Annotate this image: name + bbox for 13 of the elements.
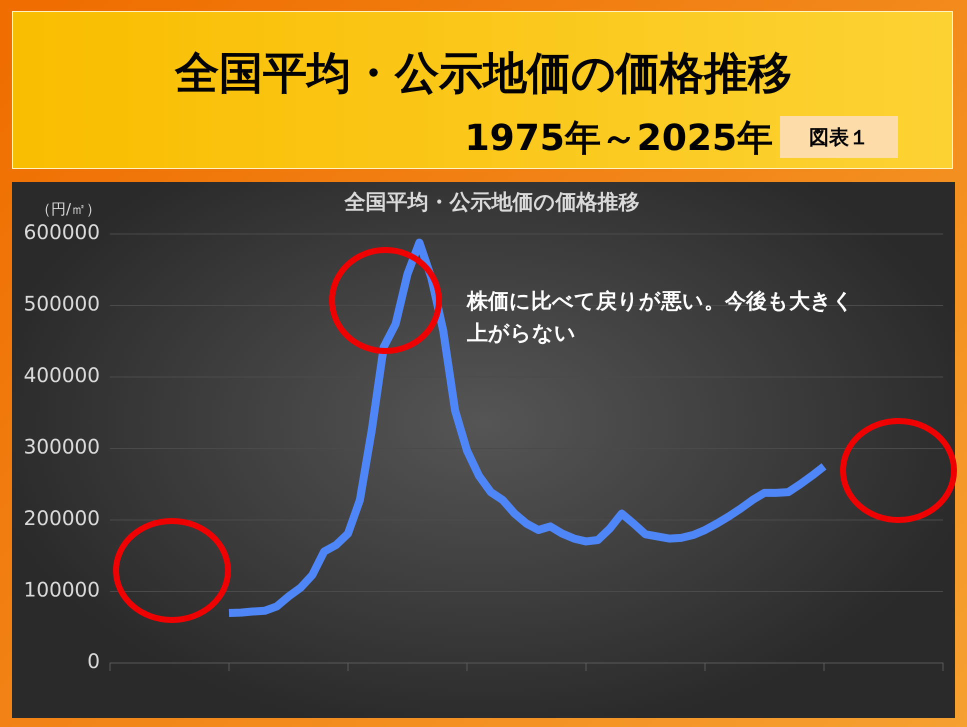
y-tick-label: 0 xyxy=(87,649,100,674)
y-tick-label: 100000 xyxy=(24,578,100,602)
chart-title: 全国平均・公示地価の価格推移 xyxy=(343,189,640,216)
y-tick-label: 400000 xyxy=(24,363,100,388)
chart-subtitle: 1975年～2025年 xyxy=(464,117,773,161)
y-tick-label: 200000 xyxy=(24,506,100,530)
annotation: 株価に比べて戻りが悪い。今後も大きく上がらない xyxy=(467,288,855,347)
y-axis-title: （円/㎡） xyxy=(36,200,102,219)
chart-title: 全国平均・公示地価の価格推移 xyxy=(175,48,792,99)
text: 図表１ xyxy=(780,116,898,158)
y-tick-label: 600000 xyxy=(24,220,100,244)
y-tick-label: 500000 xyxy=(24,292,100,316)
y-tick-label: 300000 xyxy=(24,434,100,459)
